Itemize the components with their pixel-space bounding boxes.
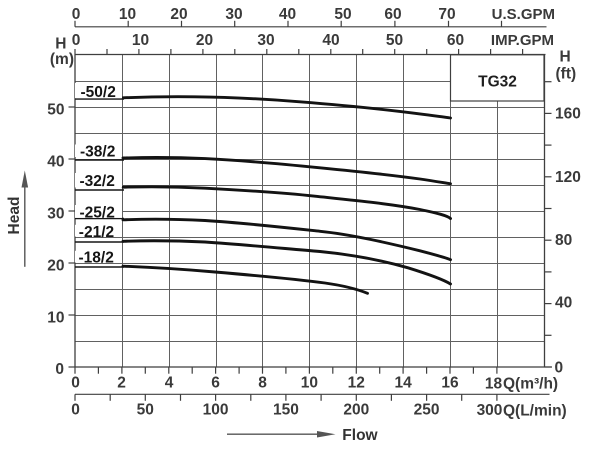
svg-text:10: 10 bbox=[119, 6, 136, 23]
svg-text:60: 60 bbox=[447, 32, 464, 49]
svg-text:60: 60 bbox=[384, 6, 401, 23]
svg-text:16: 16 bbox=[441, 375, 459, 392]
svg-text:10: 10 bbox=[132, 32, 149, 49]
svg-text:250: 250 bbox=[414, 402, 440, 419]
svg-text:20: 20 bbox=[196, 32, 213, 49]
svg-text:80: 80 bbox=[555, 232, 572, 249]
svg-text:(m): (m) bbox=[50, 51, 74, 68]
svg-text:50: 50 bbox=[47, 102, 64, 119]
svg-text:40: 40 bbox=[279, 6, 296, 23]
svg-text:12: 12 bbox=[348, 375, 365, 392]
svg-text:40: 40 bbox=[322, 32, 339, 49]
svg-text:-32/2: -32/2 bbox=[80, 173, 115, 190]
svg-text:300: 300 bbox=[477, 402, 503, 419]
svg-text:U.S.GPM: U.S.GPM bbox=[492, 6, 555, 23]
svg-text:0: 0 bbox=[55, 361, 64, 378]
svg-text:30: 30 bbox=[47, 205, 64, 222]
svg-text:0: 0 bbox=[71, 402, 80, 419]
svg-text:-25/2: -25/2 bbox=[80, 205, 115, 222]
svg-text:H: H bbox=[55, 35, 66, 52]
svg-text:50: 50 bbox=[334, 6, 351, 23]
svg-text:10: 10 bbox=[301, 375, 318, 392]
svg-text:Q(L/min): Q(L/min) bbox=[503, 402, 567, 419]
svg-text:50: 50 bbox=[386, 32, 403, 49]
svg-text:0: 0 bbox=[72, 32, 81, 49]
svg-text:10: 10 bbox=[47, 310, 64, 327]
svg-text:2: 2 bbox=[117, 375, 126, 392]
svg-text:0: 0 bbox=[555, 360, 564, 377]
svg-text:20: 20 bbox=[170, 6, 187, 23]
svg-text:20: 20 bbox=[47, 258, 64, 275]
svg-text:Flow: Flow bbox=[342, 427, 378, 444]
svg-text:18: 18 bbox=[485, 376, 503, 393]
svg-text:0: 0 bbox=[72, 6, 81, 23]
svg-text:8: 8 bbox=[258, 375, 267, 392]
svg-text:-21/2: -21/2 bbox=[79, 224, 114, 241]
svg-text:30: 30 bbox=[225, 6, 242, 23]
svg-text:150: 150 bbox=[273, 402, 299, 419]
svg-text:6: 6 bbox=[211, 375, 220, 392]
svg-text:30: 30 bbox=[257, 32, 274, 49]
svg-text:(ft): (ft) bbox=[556, 66, 577, 83]
svg-text:-38/2: -38/2 bbox=[80, 144, 115, 161]
svg-text:0: 0 bbox=[71, 375, 80, 392]
svg-text:14: 14 bbox=[394, 375, 412, 392]
svg-text:120: 120 bbox=[555, 169, 581, 186]
svg-text:40: 40 bbox=[555, 295, 572, 312]
svg-text:Head: Head bbox=[6, 197, 23, 235]
svg-text:200: 200 bbox=[343, 402, 369, 419]
svg-text:TG32: TG32 bbox=[478, 74, 517, 91]
svg-text:50: 50 bbox=[137, 402, 154, 419]
svg-text:H: H bbox=[560, 49, 571, 66]
svg-text:160: 160 bbox=[555, 106, 581, 123]
svg-text:-18/2: -18/2 bbox=[79, 249, 114, 266]
svg-text:Q(m³/h): Q(m³/h) bbox=[503, 376, 558, 393]
svg-text:IMP.GPM: IMP.GPM bbox=[491, 32, 554, 49]
svg-text:-50/2: -50/2 bbox=[81, 84, 116, 101]
svg-text:100: 100 bbox=[203, 402, 229, 419]
svg-text:4: 4 bbox=[165, 375, 174, 392]
svg-text:70: 70 bbox=[438, 6, 455, 23]
svg-text:40: 40 bbox=[47, 154, 64, 171]
